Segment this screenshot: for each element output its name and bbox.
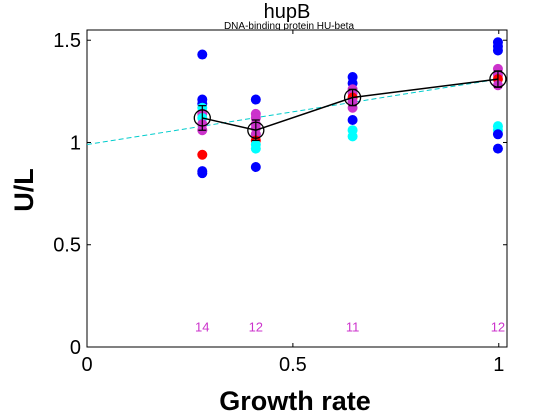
mean-marker bbox=[193, 109, 211, 127]
plot-frame bbox=[86, 29, 508, 348]
fit-line bbox=[86, 78, 499, 146]
mean-line bbox=[202, 78, 499, 131]
data-point bbox=[492, 143, 503, 154]
x-tick-label: 0.5 bbox=[279, 354, 307, 376]
x-tick-label: 0 bbox=[81, 354, 92, 376]
data-point bbox=[250, 143, 261, 154]
mean-marker bbox=[489, 70, 507, 88]
x-tick-label: 1 bbox=[493, 354, 504, 376]
data-point bbox=[347, 131, 358, 142]
y-tick-label: 0 bbox=[70, 337, 81, 359]
chart-title: hupB bbox=[264, 1, 311, 23]
chart-subtitle: DNA-binding protein HU-beta bbox=[224, 21, 355, 32]
y-tick-label: 1 bbox=[70, 132, 81, 154]
data-point bbox=[492, 129, 503, 140]
y-tick-label: 1.5 bbox=[53, 30, 81, 52]
data-point bbox=[197, 49, 208, 60]
data-point bbox=[197, 168, 208, 179]
y-axis-label: U/L bbox=[9, 168, 39, 212]
x-axis-label: Growth rate bbox=[219, 386, 371, 416]
mean-marker bbox=[343, 88, 362, 107]
y-tick-label: 0.5 bbox=[53, 235, 81, 257]
sample-count-label: 11 bbox=[346, 320, 360, 335]
data-point bbox=[250, 94, 261, 105]
data-point bbox=[492, 45, 503, 56]
plot-area: 0 0.5 1 0 0.5 1 1.5 14 12 11 12 bbox=[53, 29, 508, 376]
sample-count-label: 12 bbox=[249, 320, 263, 335]
data-point bbox=[347, 114, 358, 125]
data-point bbox=[197, 149, 208, 160]
mean-marker bbox=[247, 121, 265, 139]
data-point bbox=[250, 162, 261, 173]
sample-count-label: 12 bbox=[491, 320, 505, 335]
sample-count-label: 14 bbox=[195, 320, 209, 335]
